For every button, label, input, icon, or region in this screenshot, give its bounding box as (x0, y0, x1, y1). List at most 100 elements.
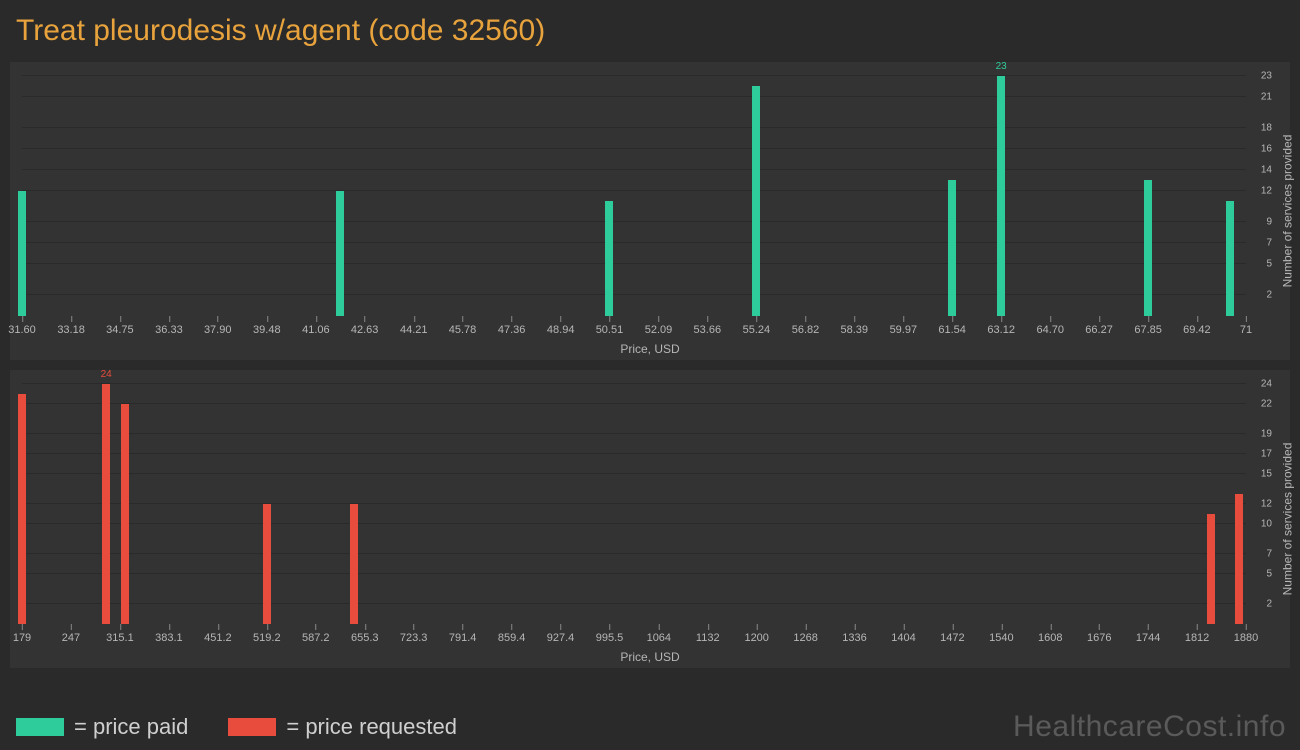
ytick: 19 (1261, 429, 1272, 440)
xtick: 41.06 (302, 324, 330, 336)
gridline (22, 242, 1246, 243)
xtick: 1064 (647, 632, 671, 644)
xtick: 791.4 (449, 632, 477, 644)
xtick: 1472 (940, 632, 964, 644)
ytick: 14 (1261, 164, 1272, 175)
xtick: 655.3 (351, 632, 379, 644)
ytick: 24 (1261, 379, 1272, 390)
legend-swatch-paid (16, 718, 64, 736)
xtick: 383.1 (155, 632, 183, 644)
xtick: 36.33 (155, 324, 183, 336)
xtick: 52.09 (645, 324, 673, 336)
xtick: 56.82 (792, 324, 820, 336)
ytick: 12 (1261, 499, 1272, 510)
bar (350, 504, 358, 624)
bar (102, 384, 110, 624)
gridline (22, 221, 1246, 222)
xtick: 1336 (842, 632, 866, 644)
gridline (22, 553, 1246, 554)
xtick: 315.1 (106, 632, 134, 644)
ytick: 21 (1261, 91, 1272, 102)
ytick: 5 (1266, 569, 1272, 580)
legend-swatch-requested (228, 718, 276, 736)
gridline (22, 453, 1246, 454)
ytick: 15 (1261, 469, 1272, 480)
bar (336, 191, 344, 316)
page-title: Treat pleurodesis w/agent (code 32560) (16, 14, 545, 48)
ytick: 12 (1261, 185, 1272, 196)
bar (997, 76, 1005, 316)
xtick: 519.2 (253, 632, 281, 644)
xtick: 58.39 (840, 324, 868, 336)
xtick: 1540 (989, 632, 1013, 644)
bar (121, 404, 129, 624)
chart-paid-panel: 23 31.6033.1834.7536.3337.9039.4841.0642… (10, 62, 1290, 360)
xtick: 66.27 (1085, 324, 1113, 336)
xtick: 587.2 (302, 632, 330, 644)
gridline (22, 75, 1246, 76)
bar (1144, 180, 1152, 316)
bar (948, 180, 956, 316)
ytick: 23 (1261, 71, 1272, 82)
chart-requested-xaxis: 179247315.1383.1451.2519.2587.2655.3723.… (22, 632, 1246, 646)
gridline (22, 169, 1246, 170)
xtick: 45.78 (449, 324, 477, 336)
bar (18, 394, 26, 624)
xtick: 1744 (1136, 632, 1160, 644)
xtick: 451.2 (204, 632, 232, 644)
xtick: 71 (1240, 324, 1252, 336)
chart-paid-plot-area: 23 (22, 76, 1246, 316)
xtick: 34.75 (106, 324, 134, 336)
xtick: 31.60 (8, 324, 36, 336)
xtick: 1676 (1087, 632, 1111, 644)
ytick: 9 (1266, 217, 1272, 228)
ytick: 2 (1266, 599, 1272, 610)
xtick: 33.18 (57, 324, 85, 336)
ytick: 10 (1261, 519, 1272, 530)
gridline (22, 294, 1246, 295)
gridline (22, 473, 1246, 474)
bar (263, 504, 271, 624)
legend-item-paid: = price paid (16, 714, 188, 740)
gridline (22, 573, 1246, 574)
xtick: 723.3 (400, 632, 428, 644)
xtick: 859.4 (498, 632, 526, 644)
chart-requested-ylabel: Number of services provided (1281, 443, 1295, 596)
chart-paid-xaxis: 31.6033.1834.7536.3337.9039.4841.0642.63… (22, 324, 1246, 338)
xtick: 179 (13, 632, 31, 644)
xtick: 37.90 (204, 324, 232, 336)
xtick: 1268 (793, 632, 817, 644)
gridline (22, 148, 1246, 149)
xtick: 61.54 (938, 324, 966, 336)
xtick: 1880 (1234, 632, 1258, 644)
legend-label-paid: = price paid (74, 714, 188, 740)
ytick: 22 (1261, 399, 1272, 410)
xtick: 1200 (744, 632, 768, 644)
ytick: 7 (1266, 237, 1272, 248)
bar (752, 86, 760, 316)
xtick: 50.51 (596, 324, 624, 336)
gridline (22, 403, 1246, 404)
gridline (22, 263, 1246, 264)
xtick: 995.5 (596, 632, 624, 644)
bar (1226, 201, 1234, 316)
xtick: 47.36 (498, 324, 526, 336)
ytick: 18 (1261, 123, 1272, 134)
ytick: 17 (1261, 449, 1272, 460)
legend-item-requested: = price requested (228, 714, 457, 740)
gridline (22, 523, 1246, 524)
legend-label-requested: = price requested (286, 714, 457, 740)
ytick: 5 (1266, 258, 1272, 269)
xtick: 1812 (1185, 632, 1209, 644)
xtick: 1404 (891, 632, 915, 644)
bar-value-label: 23 (996, 61, 1007, 72)
xtick: 63.12 (987, 324, 1015, 336)
xtick: 1132 (696, 632, 720, 644)
gridline (22, 503, 1246, 504)
chart-paid-yaxis: 2579121416182123 (1250, 76, 1272, 316)
gridline (22, 190, 1246, 191)
bar (1207, 514, 1215, 624)
ytick: 7 (1266, 549, 1272, 560)
xtick: 67.85 (1134, 324, 1162, 336)
xtick: 53.66 (694, 324, 722, 336)
